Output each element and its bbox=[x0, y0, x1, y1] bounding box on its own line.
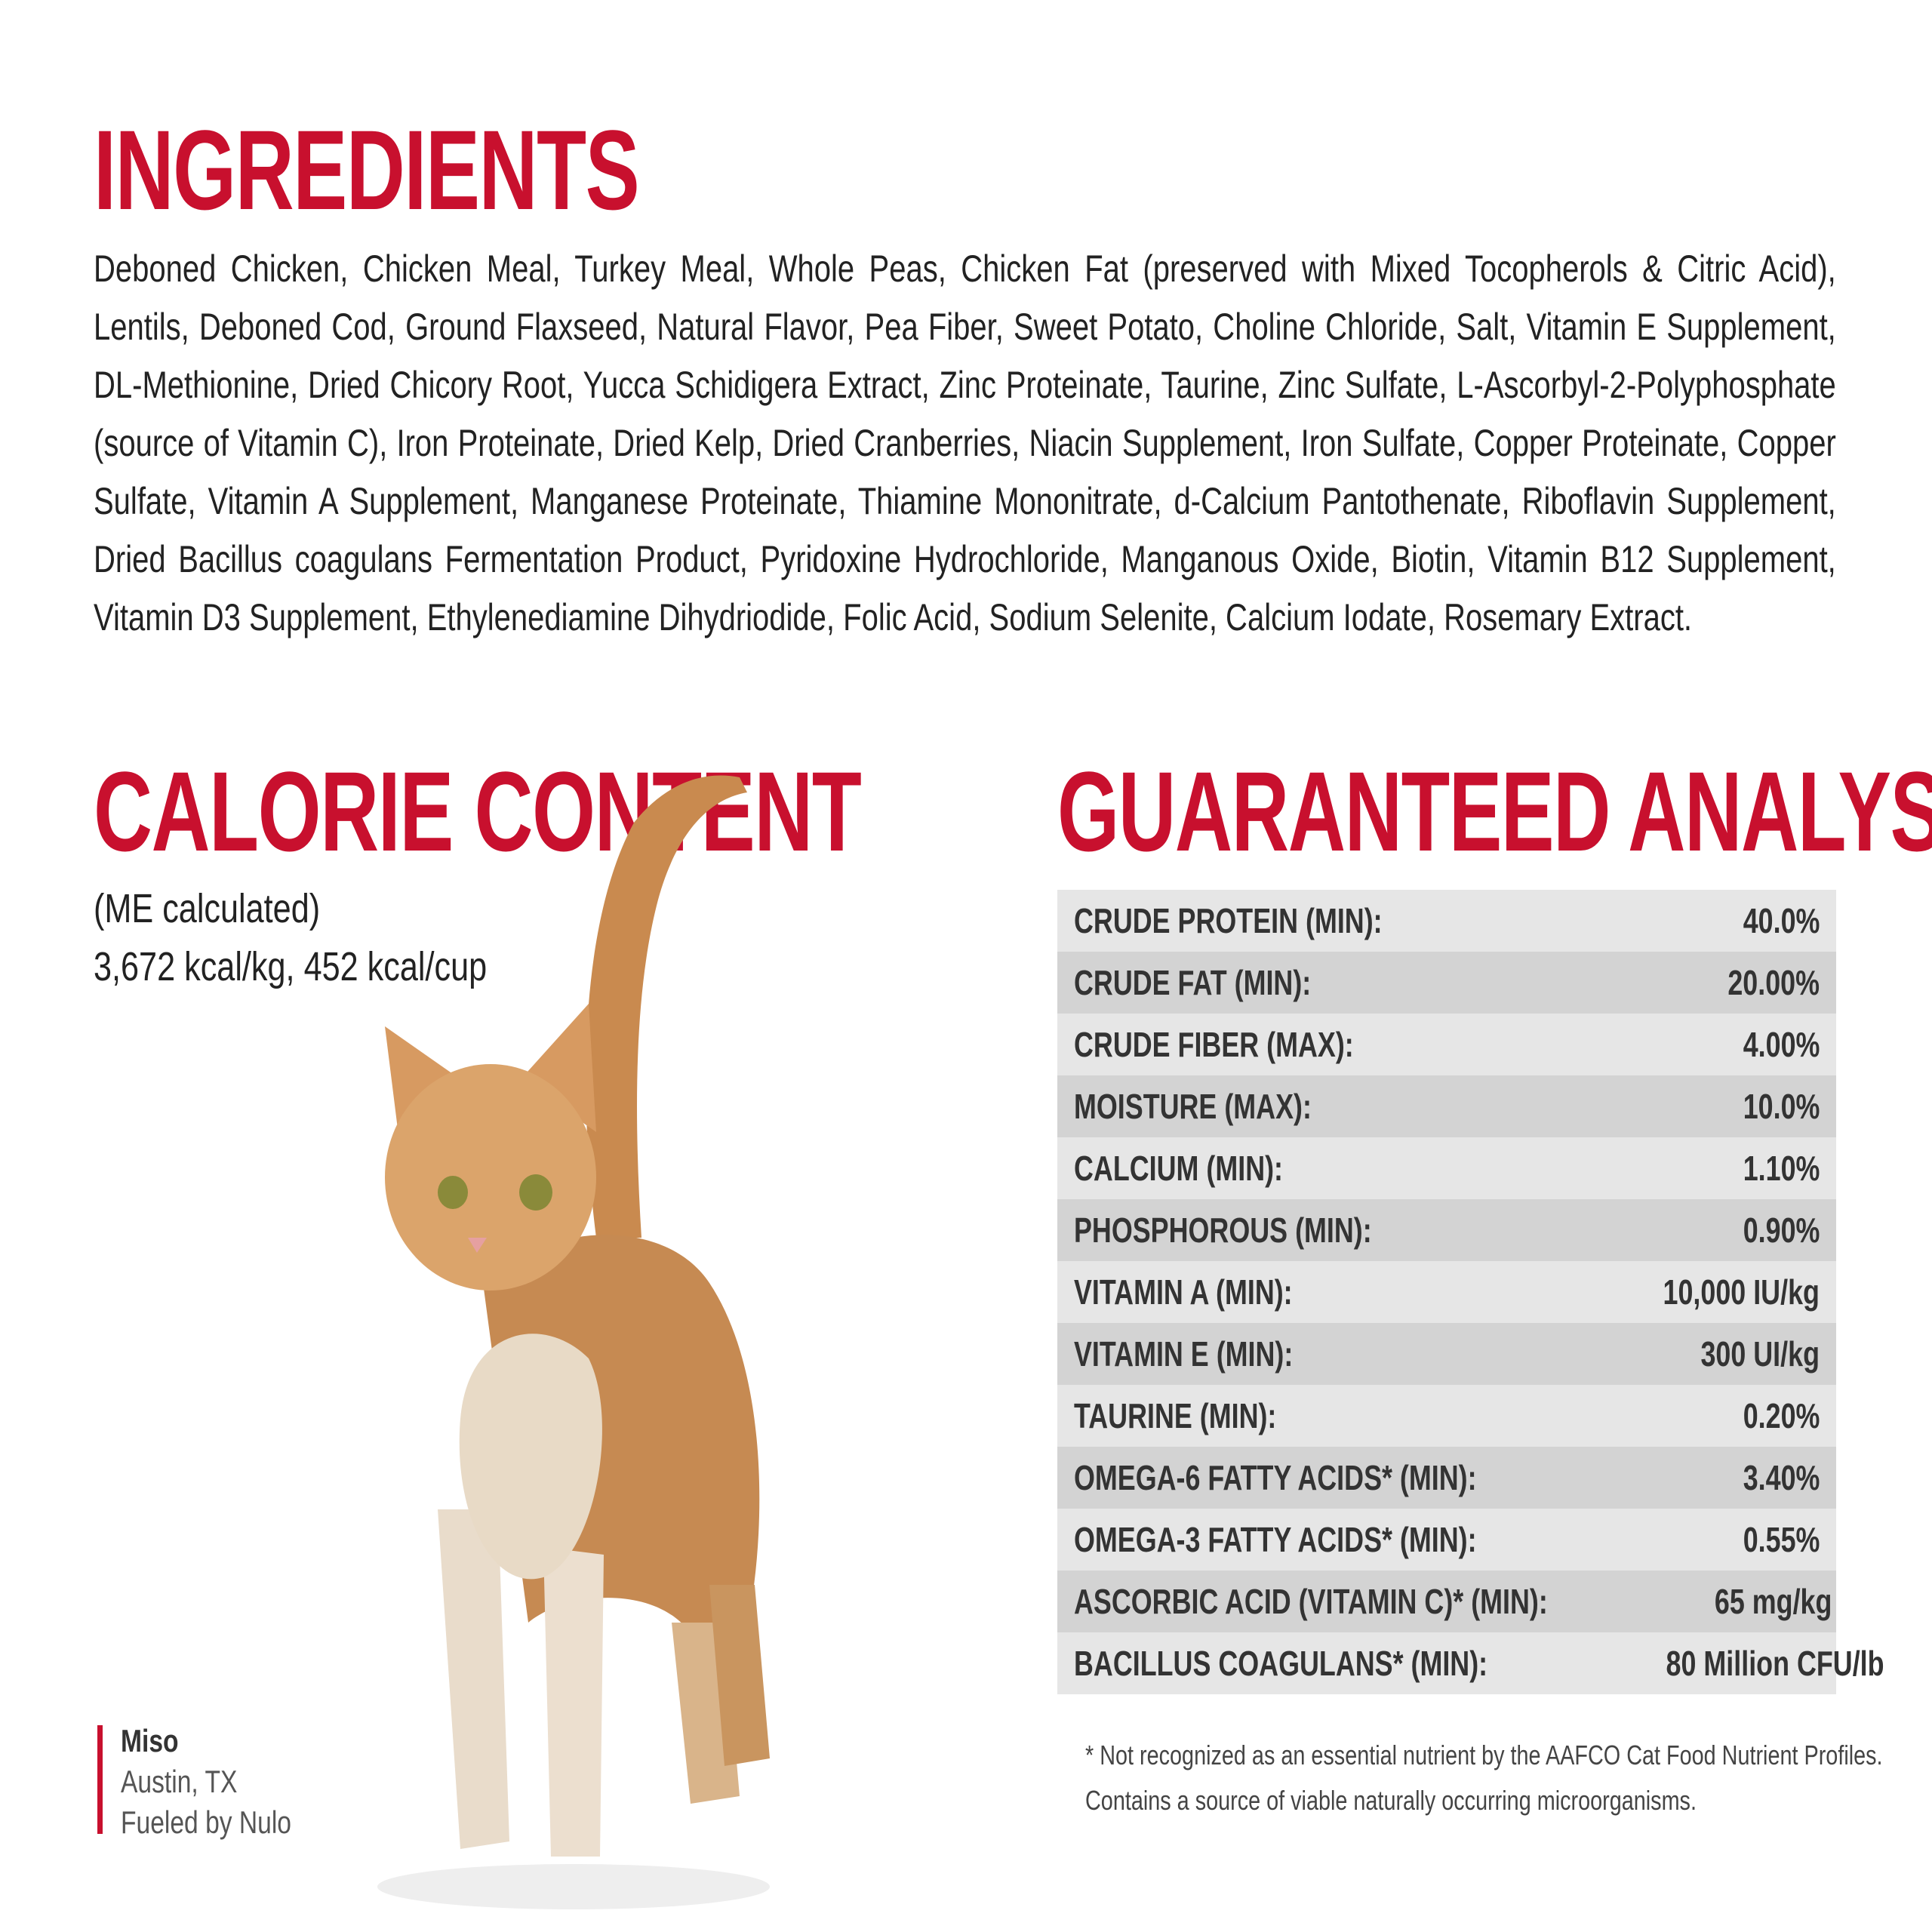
nutrient-label: TAURINE (MIN): bbox=[1074, 1396, 1277, 1435]
caption-name: Miso bbox=[121, 1723, 179, 1758]
analysis-table: CRUDE PROTEIN (MIN): 40.0% CRUDE FAT (MIN)… bbox=[1057, 890, 1884, 1694]
nutrient-label: OMEGA-6 FATTY ACIDS* (MIN): bbox=[1074, 1458, 1477, 1497]
analysis-row: CRUDE FIBER (MAX): 4.00% bbox=[1057, 1014, 1836, 1075]
nutrient-label: CRUDE FAT (MIN): bbox=[1074, 963, 1312, 1002]
nutrient-label: CRUDE PROTEIN (MIN): bbox=[1074, 901, 1383, 940]
footnote: * Not recognized as an essential nutrien… bbox=[1085, 1740, 1883, 1770]
nutrient-label: CALCIUM (MIN): bbox=[1074, 1149, 1284, 1188]
nutrient-value: 20.00% bbox=[1727, 963, 1820, 1002]
nutrient-value: 1.10% bbox=[1743, 1149, 1820, 1188]
analysis-row: BACILLUS COAGULANS* (MIN): 80 Million CFU… bbox=[1057, 1632, 1884, 1694]
nutrient-label: CRUDE FIBER (MAX): bbox=[1074, 1025, 1354, 1064]
analysis-row: MOISTURE (MAX): 10.0% bbox=[1057, 1075, 1836, 1137]
ingredients-text: Deboned Chicken, Chicken Meal, Turkey Me… bbox=[94, 248, 1836, 638]
nutrient-value: 0.20% bbox=[1743, 1396, 1820, 1435]
nutrient-label: MOISTURE (MAX): bbox=[1074, 1087, 1312, 1126]
analysis-row: ASCORBIC ACID (VITAMIN C)* (MIN): 65 mg/k… bbox=[1057, 1571, 1836, 1632]
cat-illustration bbox=[377, 775, 770, 1909]
nutrient-label: BACILLUS COAGULANS* (MIN): bbox=[1074, 1644, 1488, 1683]
caption-bar bbox=[97, 1725, 103, 1834]
analysis-row: VITAMIN E (MIN): 300 UI/kg bbox=[1057, 1323, 1836, 1385]
analysis-row: TAURINE (MIN): 0.20% bbox=[1057, 1385, 1836, 1447]
nutrient-value: 4.00% bbox=[1743, 1025, 1820, 1064]
nutrient-label: VITAMIN E (MIN): bbox=[1074, 1334, 1294, 1374]
calorie-line: (ME calculated) bbox=[94, 886, 321, 931]
nutrient-value: 65 mg/kg bbox=[1714, 1582, 1832, 1621]
calorie-line: 3,672 kcal/kg, 452 kcal/cup bbox=[94, 944, 488, 989]
nutrient-label: OMEGA-3 FATTY ACIDS* (MIN): bbox=[1074, 1520, 1477, 1559]
analysis-row: CRUDE FAT (MIN): 20.00% bbox=[1057, 952, 1836, 1014]
nutrient-value: 40.0% bbox=[1743, 901, 1820, 940]
nutrient-value: 80 Million CFU/lb bbox=[1666, 1644, 1884, 1683]
analysis-row: CALCIUM (MIN): 1.10% bbox=[1057, 1137, 1836, 1199]
nutrient-label: PHOSPHOROUS (MIN): bbox=[1074, 1211, 1372, 1250]
analysis-row: OMEGA-3 FATTY ACIDS* (MIN): 0.55% bbox=[1057, 1509, 1836, 1571]
calorie-title: CALORIE CONTENT bbox=[94, 748, 862, 875]
nutrient-value: 10,000 IU/kg bbox=[1663, 1272, 1820, 1312]
footnote: Contains a source of viable naturally oc… bbox=[1085, 1785, 1697, 1816]
caption: Miso Austin, TX Fueled by Nulo bbox=[121, 1721, 291, 1843]
calorie-info: (ME calculated) 3,672 kcal/kg, 452 kcal/… bbox=[94, 880, 487, 996]
ingredients-title: INGREDIENTS bbox=[94, 106, 640, 233]
nutrient-label: ASCORBIC ACID (VITAMIN C)* (MIN): bbox=[1074, 1582, 1548, 1621]
nutrient-value: 0.90% bbox=[1743, 1211, 1820, 1250]
nutrient-value: 0.55% bbox=[1743, 1520, 1820, 1559]
analysis-row: VITAMIN A (MIN): 10,000 IU/kg bbox=[1057, 1261, 1836, 1323]
nutrient-label: VITAMIN A (MIN): bbox=[1074, 1272, 1293, 1312]
analysis-title: GUARANTEED ANALYSIS bbox=[1057, 748, 1932, 875]
nutrient-value: 300 UI/kg bbox=[1700, 1334, 1820, 1374]
nutrient-value: 10.0% bbox=[1743, 1087, 1820, 1126]
nutrient-value: 3.40% bbox=[1743, 1458, 1820, 1497]
footnotes: * Not recognized as an essential nutrien… bbox=[1085, 1733, 1883, 1823]
caption-line: Austin, TX bbox=[121, 1764, 238, 1799]
analysis-row: OMEGA-6 FATTY ACIDS* (MIN): 3.40% bbox=[1057, 1447, 1836, 1509]
analysis-row: PHOSPHOROUS (MIN): 0.90% bbox=[1057, 1199, 1836, 1261]
analysis-row: CRUDE PROTEIN (MIN): 40.0% bbox=[1057, 890, 1836, 952]
caption-line: Fueled by Nulo bbox=[121, 1804, 291, 1840]
